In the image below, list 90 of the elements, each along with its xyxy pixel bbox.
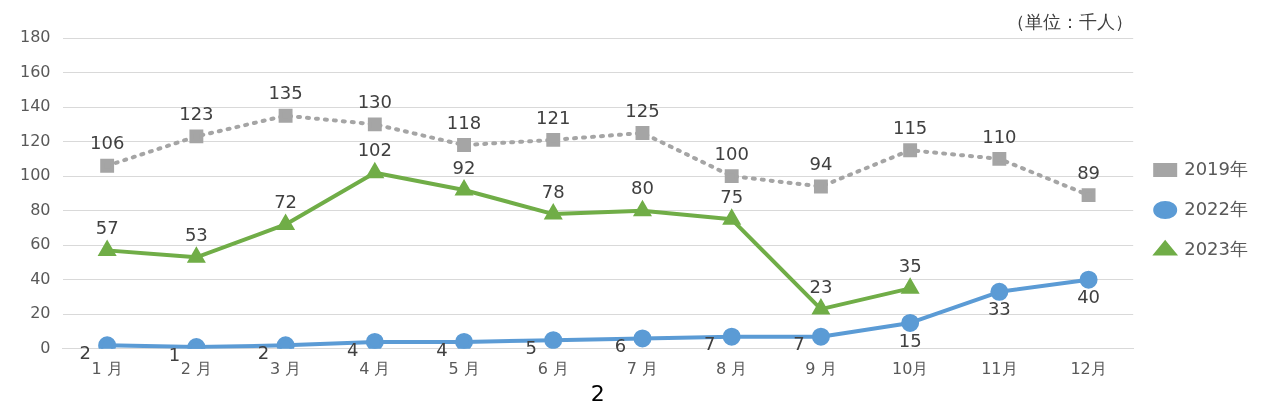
- point: [990, 282, 1009, 301]
- data-label: 92: [452, 156, 476, 178]
- data-label: 5: [525, 336, 537, 358]
- y-tick-label: 0: [40, 337, 51, 357]
- data-label: 75: [720, 185, 744, 207]
- point: [545, 205, 562, 220]
- y-tick-label: 180: [19, 27, 51, 47]
- data-label: 40: [1077, 286, 1101, 308]
- y-tick-label: 60: [30, 234, 51, 254]
- point: [544, 331, 563, 349]
- data-label: 100: [714, 142, 749, 164]
- data-label: 135: [268, 82, 303, 104]
- data-label: 7: [793, 333, 805, 355]
- point: [189, 129, 204, 144]
- point: [278, 108, 293, 123]
- y-tick-label: 40: [30, 268, 51, 288]
- x-tick-label: 9 月: [805, 358, 837, 378]
- point: [633, 329, 652, 348]
- y-tick-label: 120: [19, 130, 51, 150]
- point: [365, 332, 384, 349]
- point: [813, 179, 828, 194]
- data-label: 80: [631, 177, 654, 199]
- x-tick-label: 8 月: [716, 358, 748, 378]
- data-label: 35: [898, 255, 922, 277]
- x-tick-label: 11月: [981, 358, 1018, 378]
- point: [455, 332, 474, 349]
- point: [1079, 270, 1098, 289]
- y-tick-label: 100: [19, 165, 51, 185]
- x-tick-label: 7 月: [626, 358, 659, 378]
- y-tick-label: 80: [30, 199, 51, 219]
- y-tick-label: 20: [30, 303, 51, 323]
- data-label: 15: [898, 329, 922, 351]
- data-label: 2: [79, 342, 91, 364]
- point: [99, 241, 116, 256]
- data-label: 130: [357, 91, 392, 113]
- point: [1081, 188, 1096, 203]
- data-label: 123: [179, 103, 214, 125]
- data-label: 57: [95, 217, 119, 239]
- legend-label: 2019年: [1184, 157, 1248, 179]
- data-label: 125: [625, 99, 660, 121]
- point: [367, 117, 382, 132]
- data-label: 4: [347, 338, 359, 360]
- data-label: 4: [436, 338, 448, 360]
- data-label: 121: [536, 106, 571, 128]
- point: [457, 138, 471, 152]
- data-label: 53: [184, 223, 208, 245]
- data-label: 78: [541, 180, 565, 202]
- point: [722, 327, 741, 346]
- data-label: 89: [1077, 161, 1101, 183]
- data-label: 110: [982, 125, 1017, 147]
- legend-label: 2023年: [1184, 237, 1248, 259]
- point: [455, 180, 473, 196]
- data-label: 1: [168, 343, 181, 365]
- data-label: 23: [809, 275, 833, 297]
- point: [811, 327, 830, 346]
- x-tick-label: 6 月: [537, 358, 569, 378]
- text: 2: [590, 380, 605, 406]
- data-label: 106: [89, 132, 125, 154]
- x-tick-label: 4 月: [359, 358, 391, 378]
- point: [812, 300, 829, 315]
- y-tick-label: 140: [19, 96, 51, 116]
- point: [546, 132, 561, 147]
- data-label: 94: [809, 153, 833, 175]
- point: [635, 126, 650, 140]
- data-label: 102: [357, 139, 392, 161]
- point: [902, 279, 919, 294]
- point: [188, 248, 205, 263]
- point: [724, 169, 739, 184]
- data-label: 118: [446, 111, 482, 133]
- point: [901, 313, 920, 332]
- point: [903, 143, 918, 158]
- data-label: 6: [614, 335, 627, 357]
- data-label: 115: [892, 116, 928, 138]
- point: [277, 215, 294, 230]
- x-tick-label: 12月: [1070, 358, 1107, 378]
- data-label: 72: [274, 191, 298, 213]
- data-label: 33: [987, 298, 1011, 320]
- x-tick-label: 10月: [891, 358, 929, 378]
- text: （単位：千人）: [1007, 10, 1134, 32]
- x-tick-label: 2 月: [180, 358, 212, 378]
- point: [992, 151, 1007, 166]
- data-label: 7: [703, 333, 716, 355]
- point: [100, 158, 115, 173]
- data-label: 2: [257, 342, 270, 364]
- legend-label: 2022年: [1184, 197, 1248, 219]
- x-tick-label: 1 月: [91, 358, 123, 378]
- x-tick-label: 3 月: [269, 358, 302, 378]
- point: [723, 210, 740, 225]
- y-tick-label: 160: [19, 61, 51, 81]
- x-tick-label: 5 月: [448, 358, 480, 378]
